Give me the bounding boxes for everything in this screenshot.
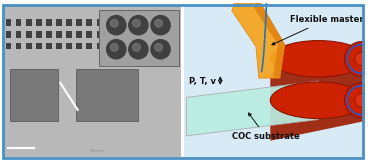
Bar: [117, 19, 122, 26]
Bar: [184, 6, 362, 157]
Circle shape: [355, 52, 369, 66]
Bar: [76, 19, 82, 26]
Text: P, T, v: P, T, v: [189, 76, 217, 86]
Bar: [36, 43, 42, 49]
Bar: [15, 43, 22, 49]
Polygon shape: [186, 81, 318, 136]
Bar: [96, 43, 102, 49]
Circle shape: [344, 42, 378, 76]
Bar: [6, 19, 11, 26]
Bar: [66, 31, 72, 38]
Circle shape: [110, 44, 118, 51]
Bar: [66, 19, 72, 26]
Bar: [96, 31, 102, 38]
Bar: [26, 19, 31, 26]
Bar: [76, 43, 82, 49]
Bar: [6, 43, 11, 49]
Bar: [36, 19, 42, 26]
Ellipse shape: [270, 82, 367, 119]
Bar: [46, 43, 52, 49]
Bar: [10, 68, 59, 121]
Circle shape: [151, 40, 170, 59]
Bar: [76, 68, 138, 121]
Bar: [46, 19, 52, 26]
Bar: [107, 43, 112, 49]
Circle shape: [355, 94, 369, 107]
Bar: [6, 31, 11, 38]
Bar: [36, 31, 42, 38]
Bar: [26, 31, 31, 38]
Circle shape: [129, 15, 148, 35]
Bar: [117, 43, 122, 49]
Bar: [66, 43, 72, 49]
Bar: [3, 6, 181, 157]
Circle shape: [133, 19, 140, 27]
Bar: [87, 19, 92, 26]
Bar: [107, 31, 112, 38]
Polygon shape: [232, 3, 285, 78]
Text: Flexible master: Flexible master: [272, 15, 363, 45]
Bar: [99, 10, 179, 66]
Bar: [76, 31, 82, 38]
Bar: [26, 43, 31, 49]
Bar: [56, 43, 62, 49]
Bar: [46, 31, 52, 38]
Circle shape: [107, 40, 126, 59]
Circle shape: [107, 15, 126, 35]
Bar: [87, 31, 92, 38]
Circle shape: [155, 44, 163, 51]
Bar: [96, 19, 102, 26]
Circle shape: [151, 15, 170, 35]
Polygon shape: [270, 54, 363, 141]
Bar: [87, 43, 92, 49]
Bar: [15, 31, 22, 38]
Circle shape: [110, 19, 118, 27]
Polygon shape: [254, 3, 285, 78]
Circle shape: [155, 19, 163, 27]
Text: 500nm: 500nm: [90, 149, 104, 153]
Circle shape: [129, 40, 148, 59]
Bar: [56, 19, 62, 26]
Bar: [117, 31, 122, 38]
Bar: [107, 19, 112, 26]
Bar: [56, 31, 62, 38]
Bar: [15, 19, 22, 26]
Text: COC substrate: COC substrate: [232, 113, 299, 141]
Circle shape: [133, 44, 140, 51]
Ellipse shape: [270, 41, 367, 77]
Circle shape: [344, 83, 378, 118]
